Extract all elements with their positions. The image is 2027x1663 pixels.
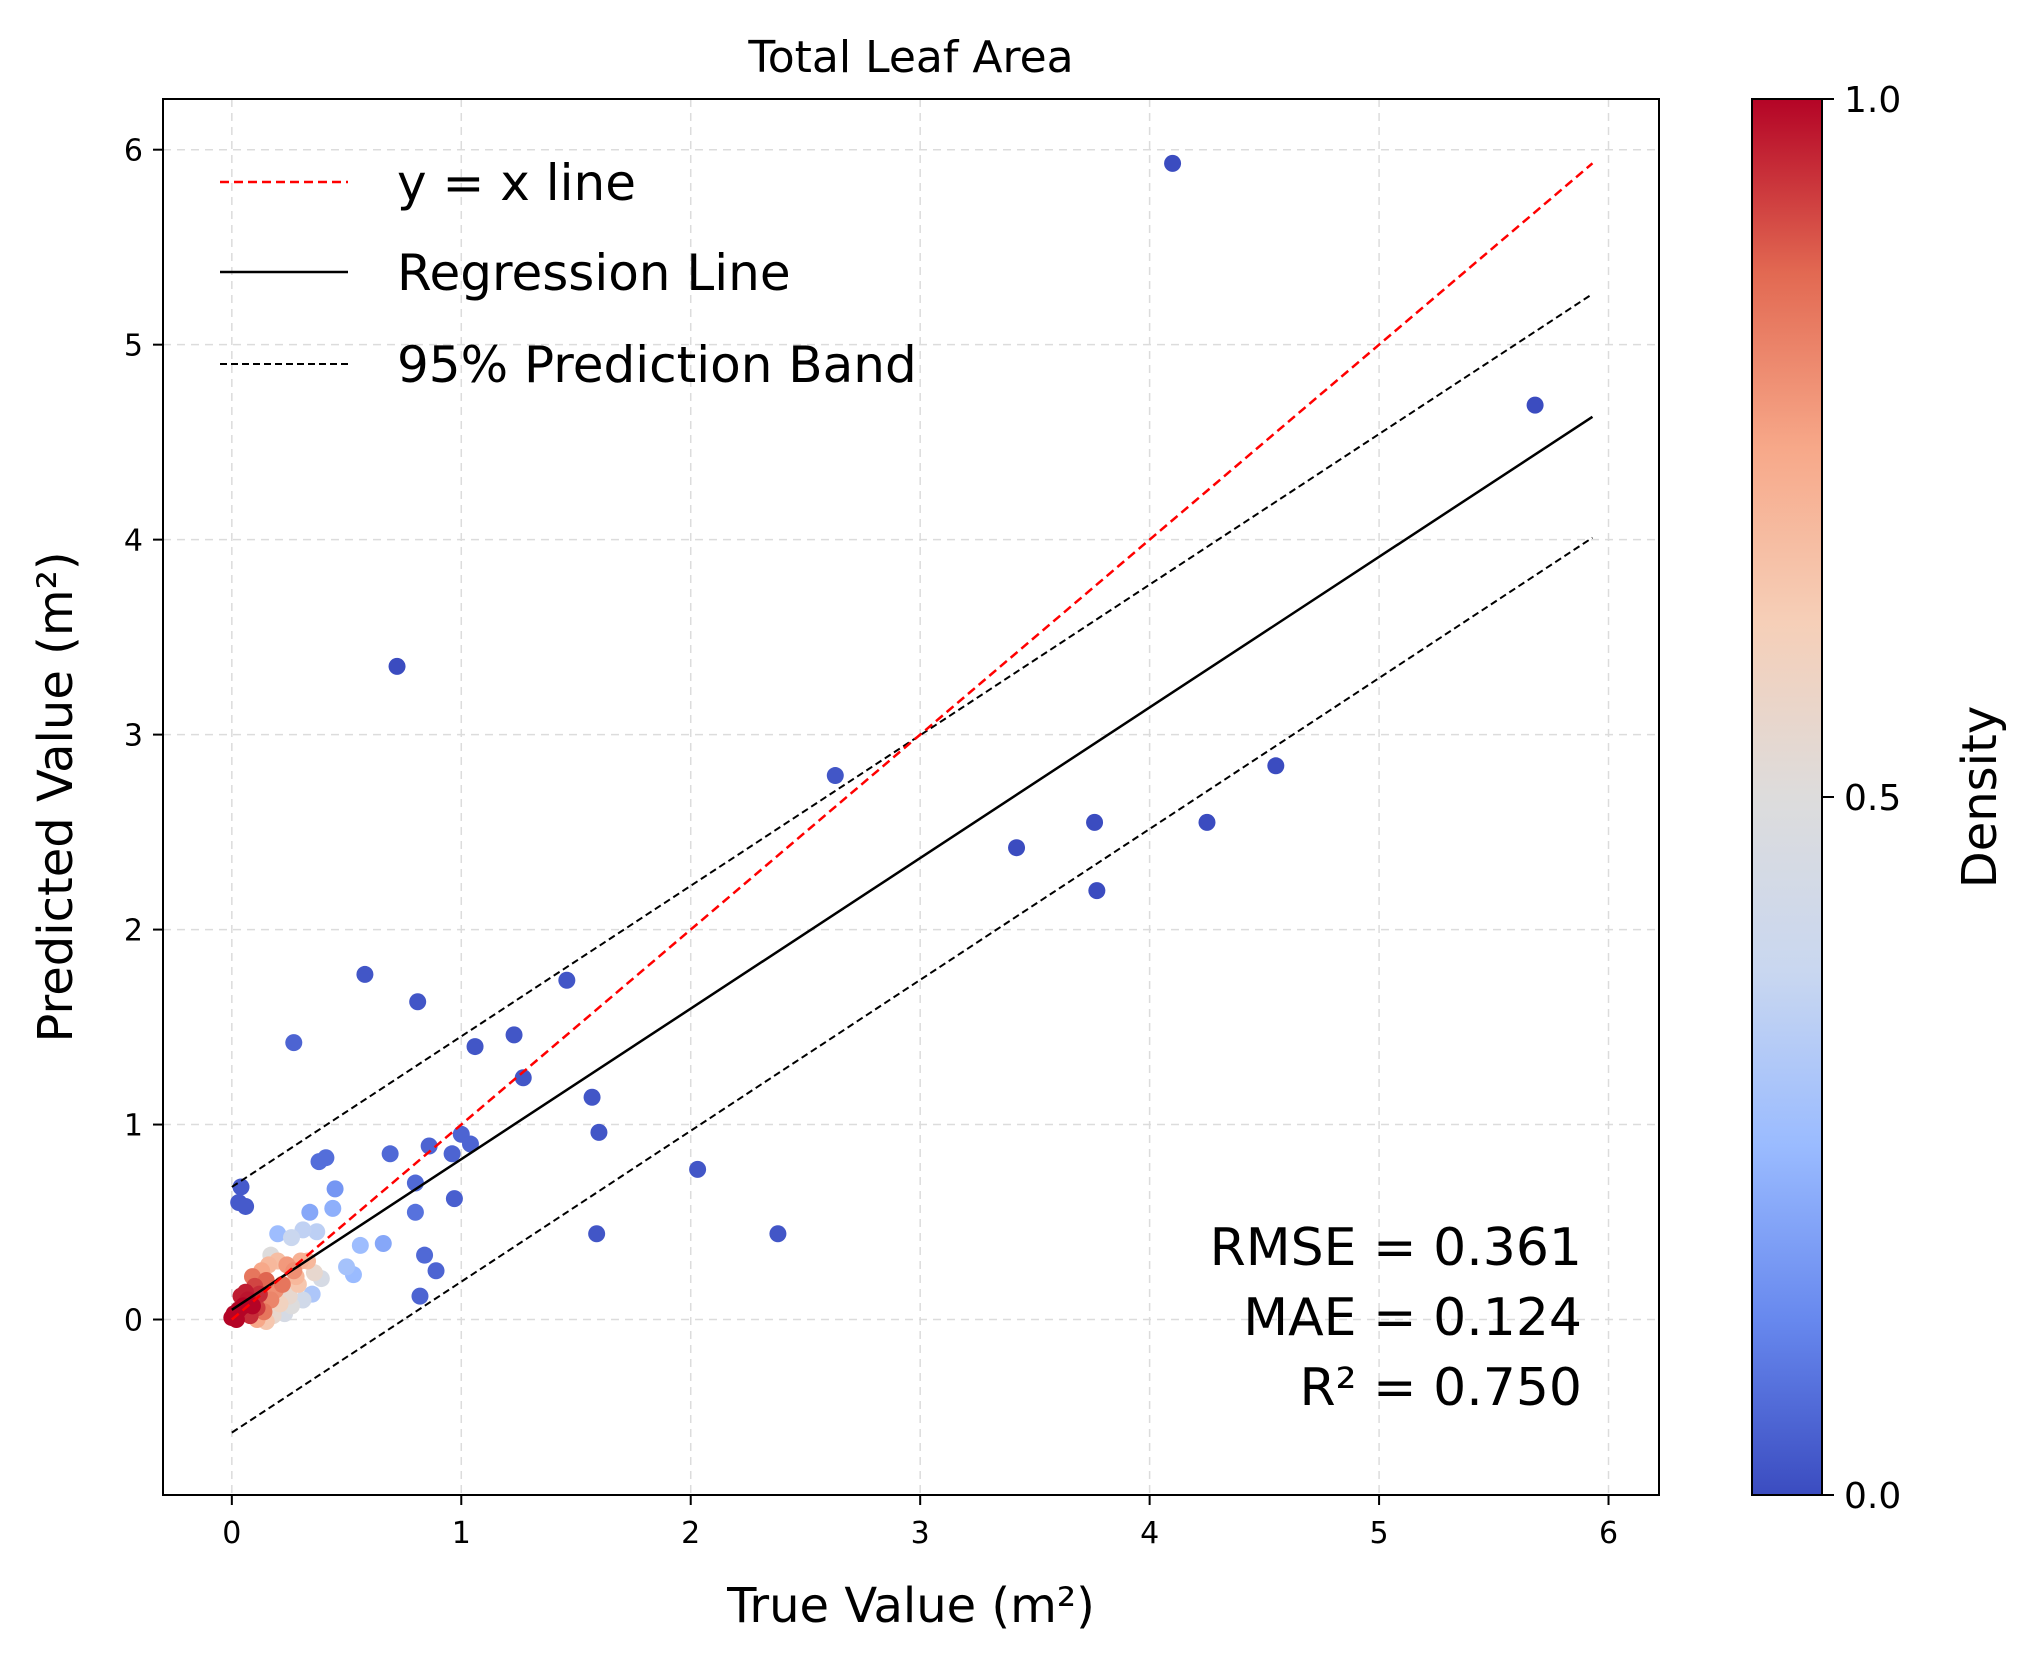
data-point <box>1086 813 1104 831</box>
data-point <box>237 1197 255 1215</box>
x-tick-label: 2 <box>681 1516 700 1551</box>
data-point <box>409 993 427 1011</box>
data-point <box>420 1137 438 1155</box>
x-tick-label: 4 <box>1140 1516 1159 1551</box>
data-point <box>232 1178 250 1196</box>
data-point <box>282 1229 300 1247</box>
data-point <box>769 1225 787 1243</box>
data-point <box>1088 882 1106 900</box>
data-point <box>243 1297 261 1315</box>
data-point <box>308 1223 326 1241</box>
data-point <box>443 1145 461 1163</box>
data-point <box>310 1153 328 1171</box>
data-point <box>326 1180 344 1198</box>
data-point <box>445 1190 463 1208</box>
data-point <box>273 1275 291 1293</box>
data-point <box>351 1236 369 1254</box>
colorbar-ticks: 0.0 0.5 1.0 <box>1822 80 1901 1517</box>
legend-label-band: 95% Prediction Band <box>397 336 917 394</box>
colorbar-tick-label: 1.0 <box>1844 80 1901 121</box>
grid <box>163 99 1659 1495</box>
x-axis-label: True Value (m²) <box>726 1578 1095 1634</box>
x-tick-label: 6 <box>1599 1516 1618 1551</box>
data-point <box>301 1203 319 1221</box>
data-point <box>588 1225 606 1243</box>
data-point <box>416 1246 434 1264</box>
y-tick-label: 6 <box>124 134 143 169</box>
mae-text: MAE = 0.124 <box>1243 1288 1582 1348</box>
legend-label-regression: Regression Line <box>397 244 791 302</box>
data-point <box>1526 396 1544 414</box>
y-tick-label: 4 <box>124 524 143 559</box>
y-tick-label: 5 <box>124 329 143 364</box>
legend: y = x line Regression Line 95% Predictio… <box>220 154 917 394</box>
data-point <box>583 1088 601 1106</box>
data-point <box>406 1203 424 1221</box>
y-tick-label: 1 <box>124 1109 143 1144</box>
y-tick-label: 3 <box>124 719 143 754</box>
data-point <box>374 1234 392 1252</box>
colorbar: 0.0 0.5 1.0 Density <box>1751 80 2008 1517</box>
data-point <box>223 1309 241 1327</box>
data-point <box>558 971 576 989</box>
prediction-band-upper <box>231 293 1594 1188</box>
data-point <box>826 767 844 785</box>
data-point <box>461 1135 479 1153</box>
legend-label-identity: y = x line <box>397 154 636 212</box>
x-axis-ticks: 0 1 2 3 4 5 6 <box>222 1495 1618 1551</box>
fit-lines <box>231 162 1594 1434</box>
colorbar-tick-label: 0.0 <box>1844 1476 1901 1517</box>
data-point <box>590 1123 608 1141</box>
x-tick-label: 0 <box>222 1516 241 1551</box>
colorbar-tick-label: 0.5 <box>1844 778 1901 819</box>
regression-line <box>231 415 1594 1311</box>
identity-line <box>231 162 1594 1321</box>
chart-title: Total Leaf Area <box>747 32 1073 83</box>
data-point <box>381 1145 399 1163</box>
data-point <box>466 1038 484 1056</box>
r2-text: R² = 0.750 <box>1300 1358 1582 1418</box>
data-point <box>1008 839 1026 857</box>
y-axis-label: Predicted Value (m²) <box>28 551 84 1042</box>
data-point <box>285 1034 303 1052</box>
data-point <box>269 1225 287 1243</box>
data-point <box>427 1262 445 1280</box>
data-point <box>324 1199 342 1217</box>
y-tick-label: 0 <box>124 1304 143 1339</box>
data-point <box>338 1258 356 1276</box>
data-point <box>356 965 374 983</box>
rmse-text: RMSE = 0.361 <box>1210 1218 1582 1278</box>
colorbar-label: Density <box>1952 706 2008 888</box>
stats-annotation: RMSE = 0.361 MAE = 0.124 R² = 0.750 <box>1210 1218 1582 1418</box>
data-point <box>505 1026 523 1044</box>
plot-frame <box>162 98 1660 1496</box>
data-point <box>388 657 406 675</box>
x-tick-label: 1 <box>452 1516 471 1551</box>
data-point <box>1198 813 1216 831</box>
colorbar-gradient <box>1751 98 1823 1496</box>
x-tick-label: 3 <box>911 1516 930 1551</box>
data-point <box>689 1160 707 1178</box>
data-point <box>514 1069 532 1087</box>
data-point <box>411 1287 429 1305</box>
data-point <box>1267 757 1285 775</box>
x-tick-label: 5 <box>1370 1516 1389 1551</box>
y-tick-label: 2 <box>124 914 143 949</box>
prediction-band-lower <box>231 536 1594 1434</box>
scatter-points <box>223 154 1544 1330</box>
y-axis-ticks: 0 1 2 3 4 5 6 <box>124 134 163 1339</box>
data-point <box>1164 154 1182 172</box>
